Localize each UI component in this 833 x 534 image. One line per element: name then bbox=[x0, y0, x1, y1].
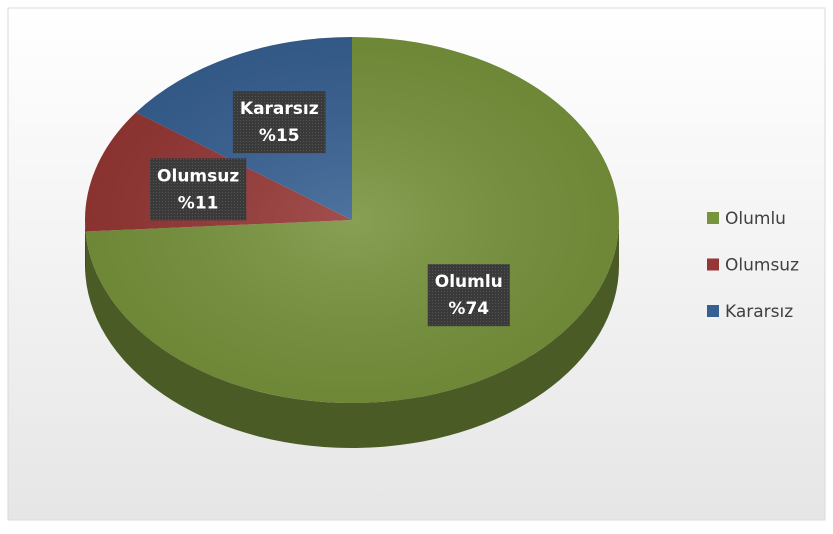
label-category: Kararsız bbox=[240, 99, 319, 119]
legend-label: Olumlu bbox=[725, 209, 786, 229]
label-box bbox=[150, 158, 247, 221]
label-value: %15 bbox=[259, 126, 300, 146]
label-category: Olumsuz bbox=[157, 166, 239, 186]
legend-swatch bbox=[707, 258, 719, 271]
pie-side bbox=[85, 220, 86, 277]
data-label: Olumlu %74 bbox=[427, 264, 510, 327]
legend-label: Olumsuz bbox=[725, 256, 799, 276]
label-box bbox=[232, 91, 326, 154]
legend-swatch bbox=[707, 305, 719, 317]
data-label: Kararsız %15 bbox=[232, 91, 326, 154]
legend-label: Kararsız bbox=[725, 302, 793, 322]
pie-side bbox=[85, 220, 620, 448]
label-box bbox=[427, 264, 510, 327]
label-value: %11 bbox=[178, 193, 219, 213]
legend-swatch bbox=[707, 212, 719, 224]
label-value: %74 bbox=[448, 299, 489, 319]
label-category: Olumlu bbox=[435, 272, 503, 292]
data-label: Olumsuz %11 bbox=[150, 158, 247, 221]
